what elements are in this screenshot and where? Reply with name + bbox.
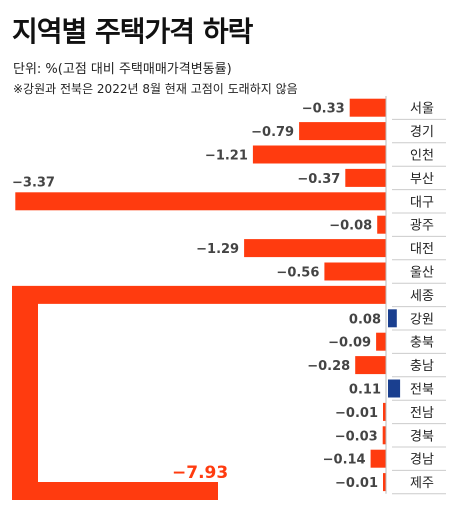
bar-경북 xyxy=(382,426,386,445)
bar-대전 xyxy=(244,239,386,258)
value-label-충북: −0.09 xyxy=(328,336,371,351)
region-label-광주: 광주 xyxy=(410,219,434,234)
bar-충남 xyxy=(355,356,386,375)
bar-제주 xyxy=(383,473,386,492)
chart-title: 지역별 주택가격 하락 xyxy=(12,15,253,48)
value-label-강원: 0.08 xyxy=(349,312,381,327)
bar-서울 xyxy=(349,98,386,117)
value-label-세종: −7.93 xyxy=(172,463,228,483)
region-label-경기: 경기 xyxy=(410,125,434,140)
footnote: ※강원과 전북은 2022년 8월 현재 고점이 도래하지 않음 xyxy=(13,82,298,96)
value-label-부산: −0.37 xyxy=(297,172,340,187)
region-label-전북: 전북 xyxy=(410,383,434,398)
value-label-인천: −1.21 xyxy=(205,149,248,164)
value-label-경기: −0.79 xyxy=(251,125,294,140)
region-label-서울: 서울 xyxy=(410,102,434,117)
region-label-대전: 대전 xyxy=(410,242,434,257)
region-label-울산: 울산 xyxy=(410,266,434,281)
bar-전남 xyxy=(383,402,386,421)
region-label-전남: 전남 xyxy=(410,406,434,421)
value-label-대전: −1.29 xyxy=(196,242,239,257)
value-label-전남: −0.01 xyxy=(335,406,378,421)
region-label-인천: 인천 xyxy=(410,149,434,164)
region-label-경북: 경북 xyxy=(410,429,434,444)
bar-충북 xyxy=(376,332,386,351)
bar-경남 xyxy=(370,449,386,468)
bar-인천 xyxy=(252,145,386,164)
bar-부산 xyxy=(345,168,386,187)
value-label-경북: −0.03 xyxy=(335,429,378,444)
bar-강원 xyxy=(388,309,397,328)
value-label-경남: −0.14 xyxy=(323,453,366,468)
unit-label: 단위: %(고점 대비 주택매매가격변동률) xyxy=(13,62,232,77)
value-label-대구: −3.37 xyxy=(12,175,55,190)
bar-광주 xyxy=(377,215,386,234)
region-label-세종: 세종 xyxy=(410,289,434,304)
region-label-제주: 제주 xyxy=(410,476,434,491)
region-label-부산: 부산 xyxy=(410,172,434,187)
value-label-제주: −0.01 xyxy=(335,476,378,491)
region-label-경남: 경남 xyxy=(410,453,434,468)
region-label-대구: 대구 xyxy=(410,195,434,210)
bar-전북 xyxy=(388,379,401,398)
bar-울산 xyxy=(324,262,386,281)
value-label-충남: −0.28 xyxy=(307,359,350,374)
value-label-서울: −0.33 xyxy=(302,102,345,117)
value-label-전북: 0.11 xyxy=(349,383,381,398)
bar-대구 xyxy=(15,192,387,211)
value-label-광주: −0.08 xyxy=(329,219,372,234)
region-label-강원: 강원 xyxy=(410,312,434,327)
bar-경기 xyxy=(299,122,386,141)
region-label-충남: 충남 xyxy=(410,359,434,374)
region-label-충북: 충북 xyxy=(410,336,434,351)
value-label-울산: −0.56 xyxy=(276,266,319,281)
